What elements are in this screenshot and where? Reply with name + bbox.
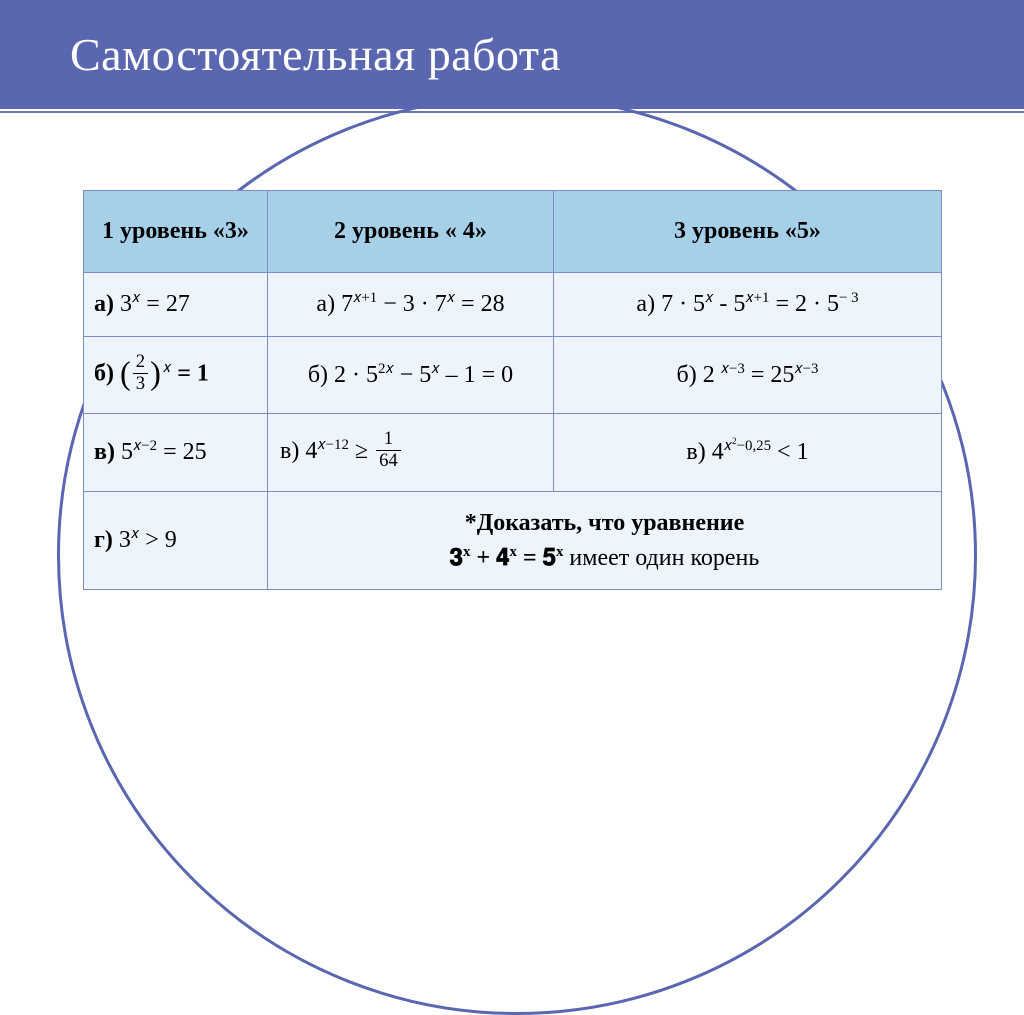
equation: б) 2 · 52𝑥 − 5𝑥 – 1 = 0 (308, 362, 513, 388)
cell-1g: г) 3𝑥 > 9 (84, 491, 268, 590)
table-header-row: 1 уровень «3» 2 уровень « 4» 3 уровень «… (84, 191, 942, 273)
table-row: б) ( 2 3 ) 𝑥 = 1 б) 2 · 52𝑥 − 5𝑥 – 1 = 0… (84, 337, 942, 414)
cell-3v: в) 4𝑥2−0,25 < 1 (554, 414, 942, 491)
cell-1a: а) 3𝑥 = 27 (84, 273, 268, 337)
table-row: г) 3𝑥 > 9 *Доказать, что уравнение 𝟑х + … (84, 491, 942, 590)
prove-equation: 𝟑х + 𝟒х = 𝟓х (450, 545, 564, 571)
fraction: 1 64 (376, 430, 401, 470)
header-level-2: 2 уровень « 4» (268, 191, 554, 273)
item-label: г) (94, 527, 113, 553)
equation: 5𝑥−2 = 25 (121, 439, 207, 465)
equation: а) 7𝑥+1 − 3 · 7𝑥 = 28 (316, 291, 504, 317)
equation: в) 4𝑥−12 ≥ (280, 438, 374, 464)
cell-2v: в) 4𝑥−12 ≥ 1 64 (268, 414, 554, 491)
worksheet-table-wrap: 1 уровень «3» 2 уровень « 4» 3 уровень «… (83, 190, 942, 590)
cell-3b: б) 2 𝑥−3 = 25𝑥−3 (554, 337, 942, 414)
table-row: в) 5𝑥−2 = 25 в) 4𝑥−12 ≥ 1 64 в) 4𝑥2−0,25… (84, 414, 942, 491)
prove-tail: имеет один корень (563, 545, 759, 571)
equation: 3𝑥 > 9 (119, 527, 177, 553)
cell-prove: *Доказать, что уравнение 𝟑х + 𝟒х = 𝟓х им… (268, 491, 942, 590)
item-label: в) (94, 439, 115, 465)
header-level-1: 1 уровень «3» (84, 191, 268, 273)
equation: а) 7 · 5𝑥 - 5𝑥+1 = 2 · 5− 3 (636, 291, 858, 317)
header-level-3: 3 уровень «5» (554, 191, 942, 273)
table-row: а) 3𝑥 = 27 а) 7𝑥+1 − 3 · 7𝑥 = 28 а) 7 · … (84, 273, 942, 337)
cell-3a: а) 7 · 5𝑥 - 5𝑥+1 = 2 · 5− 3 (554, 273, 942, 337)
cell-2a: а) 7𝑥+1 − 3 · 7𝑥 = 28 (268, 273, 554, 337)
cell-1b: б) ( 2 3 ) 𝑥 = 1 (84, 337, 268, 414)
worksheet-table: 1 уровень «3» 2 уровень « 4» 3 уровень «… (83, 190, 942, 590)
fraction-power: ( 2 3 ) (120, 355, 161, 395)
equation: 3𝑥 = 27 (120, 291, 190, 317)
page-title: Самостоятельная работа (0, 0, 1024, 109)
equation: в) 4𝑥2−0,25 < 1 (686, 439, 808, 465)
prove-title: *Доказать, что уравнение (465, 510, 745, 536)
equation: б) 2 𝑥−3 = 25𝑥−3 (677, 362, 819, 388)
item-label: б) (94, 361, 114, 387)
cell-1v: в) 5𝑥−2 = 25 (84, 414, 268, 491)
item-label: а) (94, 291, 114, 317)
cell-2b: б) 2 · 52𝑥 − 5𝑥 – 1 = 0 (268, 337, 554, 414)
